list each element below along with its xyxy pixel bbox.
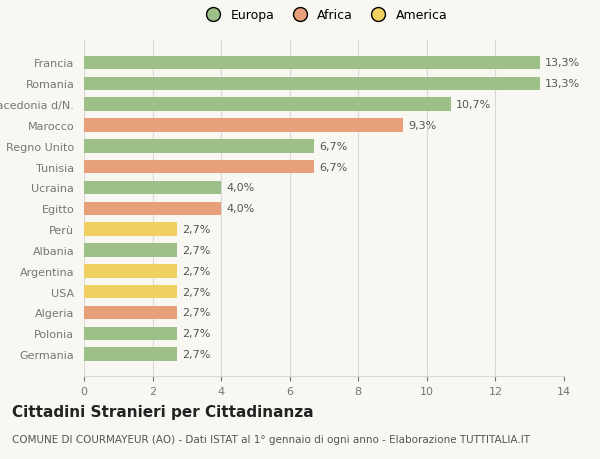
Text: 13,3%: 13,3% — [545, 58, 580, 68]
Text: 13,3%: 13,3% — [545, 79, 580, 89]
Text: 2,7%: 2,7% — [182, 329, 210, 339]
Bar — [84, 98, 451, 112]
Bar — [84, 140, 314, 153]
Text: 10,7%: 10,7% — [456, 100, 491, 110]
Bar — [84, 161, 314, 174]
Bar — [84, 347, 176, 361]
Text: 2,7%: 2,7% — [182, 224, 210, 235]
Bar — [84, 56, 540, 70]
Text: 2,7%: 2,7% — [182, 246, 210, 255]
Text: COMUNE DI COURMAYEUR (AO) - Dati ISTAT al 1° gennaio di ogni anno - Elaborazione: COMUNE DI COURMAYEUR (AO) - Dati ISTAT a… — [12, 434, 530, 444]
Bar — [84, 306, 176, 319]
Text: Cittadini Stranieri per Cittadinanza: Cittadini Stranieri per Cittadinanza — [12, 404, 314, 419]
Text: 2,7%: 2,7% — [182, 266, 210, 276]
Legend: Europa, Africa, America: Europa, Africa, America — [196, 4, 452, 27]
Text: 6,7%: 6,7% — [319, 141, 347, 151]
Bar — [84, 181, 221, 195]
Bar — [84, 119, 403, 133]
Bar — [84, 285, 176, 299]
Text: 2,7%: 2,7% — [182, 349, 210, 359]
Text: 4,0%: 4,0% — [226, 183, 254, 193]
Bar — [84, 244, 176, 257]
Text: 6,7%: 6,7% — [319, 162, 347, 172]
Bar — [84, 223, 176, 236]
Text: 9,3%: 9,3% — [408, 121, 436, 131]
Bar — [84, 77, 540, 91]
Text: 4,0%: 4,0% — [226, 204, 254, 214]
Bar — [84, 202, 221, 216]
Text: 2,7%: 2,7% — [182, 308, 210, 318]
Bar — [84, 327, 176, 341]
Bar — [84, 264, 176, 278]
Text: 2,7%: 2,7% — [182, 287, 210, 297]
